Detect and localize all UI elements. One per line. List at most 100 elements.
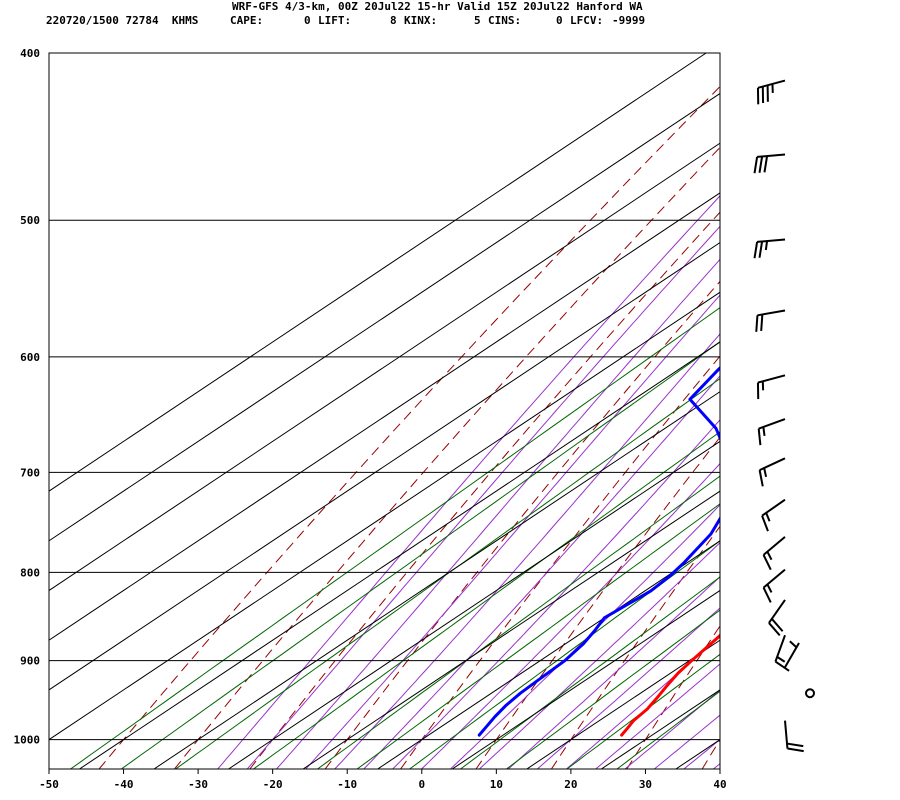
moist-adiabat bbox=[712, 763, 720, 769]
wind-barb bbox=[756, 374, 786, 400]
isotherm bbox=[153, 391, 720, 769]
temperature-tick-label: -40 bbox=[114, 778, 134, 791]
wind-barb bbox=[757, 418, 786, 446]
sounding-header: WRF-GFS 4/3-km, 00Z 20Jul22 15-hr Valid … bbox=[0, 0, 900, 40]
mixing-ratio-line bbox=[506, 609, 720, 769]
barb-flag bbox=[763, 155, 769, 173]
barb-flag bbox=[786, 742, 804, 748]
barb-half-flag bbox=[766, 583, 773, 593]
isotherm bbox=[49, 192, 720, 641]
isotherm bbox=[526, 639, 720, 769]
isotherms bbox=[49, 53, 720, 769]
wind-barb bbox=[761, 498, 786, 532]
isotherm bbox=[377, 540, 720, 769]
wind-barb bbox=[753, 238, 786, 259]
barb-flag bbox=[761, 515, 769, 532]
mixing-ratio-line bbox=[253, 431, 720, 769]
mixing-ratio-line bbox=[175, 377, 720, 769]
dry-adiabat bbox=[626, 625, 720, 769]
barb-flag bbox=[755, 315, 759, 332]
barb-flag bbox=[758, 469, 764, 487]
isotherm bbox=[49, 92, 720, 542]
mixing-ratio-line bbox=[409, 540, 720, 769]
dry-adiabat bbox=[550, 525, 720, 769]
index-lfcv-label: LFCV: bbox=[570, 14, 604, 27]
wind-barb bbox=[805, 688, 815, 699]
isotherm bbox=[49, 291, 720, 741]
moist-adiabat bbox=[246, 225, 720, 769]
dry-adiabat bbox=[475, 436, 720, 769]
dewpoint-profile bbox=[477, 365, 720, 737]
pressure-tick-label: 600 bbox=[20, 351, 40, 364]
temperature-tick-label: 0 bbox=[418, 778, 425, 791]
mixing-ratio-line bbox=[70, 307, 720, 769]
temperature-tick-labels: -50 -40 -30 -20 -10 0 10 20 30 40 bbox=[39, 769, 727, 791]
moist-adiabat bbox=[420, 462, 720, 769]
barb-flag bbox=[787, 747, 804, 753]
moist-adiabat bbox=[363, 375, 720, 769]
index-lift-value: 8 bbox=[390, 14, 397, 27]
dry-adiabat bbox=[701, 738, 720, 769]
moist-adiabat bbox=[507, 576, 720, 769]
isotherm bbox=[49, 53, 707, 492]
index-lift-label: LIFT: bbox=[318, 14, 352, 27]
pressure-tick-labels: 400 500 600 700 800 900 1000 bbox=[14, 47, 41, 747]
temperature-tick-label: -10 bbox=[337, 778, 357, 791]
barb-flag bbox=[762, 587, 772, 603]
barb-half-flag bbox=[776, 656, 786, 663]
moist-adiabat bbox=[275, 258, 720, 769]
temperature-tick-label: -50 bbox=[39, 778, 59, 791]
wind-barb bbox=[756, 79, 786, 105]
barb-half-flag bbox=[762, 426, 766, 437]
mixing-ratio-line bbox=[566, 653, 720, 769]
dry-adiabat bbox=[324, 280, 720, 769]
index-cape-value: 0 bbox=[304, 14, 311, 27]
temperature-tick-label: 20 bbox=[564, 778, 577, 791]
mixing-ratio-line bbox=[121, 341, 720, 769]
dry-adiabat bbox=[98, 85, 720, 769]
index-kinx-value: 5 bbox=[474, 14, 481, 27]
moist-adiabat bbox=[334, 333, 720, 769]
wind-barb bbox=[758, 457, 786, 487]
barb-flag bbox=[768, 622, 781, 637]
isotherm bbox=[601, 689, 720, 769]
index-cape-label: CAPE: bbox=[230, 14, 264, 27]
plot-frame bbox=[48, 52, 721, 770]
wind-barb bbox=[762, 536, 786, 571]
moist-adiabat bbox=[536, 607, 720, 769]
index-kinx-label: KINX: bbox=[404, 14, 438, 27]
station-info: 220720/1500 72784 KHMS bbox=[46, 14, 199, 27]
wind-barb bbox=[753, 153, 786, 174]
dry-adiabat bbox=[853, 53, 900, 769]
wind-barb bbox=[784, 640, 800, 668]
barb-flag bbox=[757, 428, 762, 446]
barb-flag bbox=[753, 241, 759, 259]
temperature-tick-label: 30 bbox=[639, 778, 652, 791]
barb-half-flag bbox=[765, 512, 771, 522]
wind-barb bbox=[768, 599, 786, 637]
temperature-tick-label: -20 bbox=[263, 778, 283, 791]
barb-half-flag bbox=[789, 640, 798, 649]
temperature-tick-label: -30 bbox=[188, 778, 208, 791]
temperature-profile bbox=[620, 633, 720, 737]
moist-adiabat bbox=[449, 504, 720, 769]
moist-adiabat bbox=[683, 738, 720, 769]
dry-adiabats bbox=[98, 53, 900, 769]
mixing-ratio-line bbox=[460, 576, 720, 769]
profiles bbox=[477, 365, 720, 737]
mixing-ratio-lines bbox=[70, 307, 720, 769]
isobars bbox=[49, 52, 720, 741]
wind-barb bbox=[784, 720, 804, 753]
pressure-tick-label: 500 bbox=[20, 214, 40, 227]
pressure-tick-label: 1000 bbox=[14, 734, 41, 747]
calm-circle bbox=[805, 688, 815, 699]
barb-flag bbox=[758, 156, 764, 173]
moist-adiabat bbox=[624, 689, 720, 769]
pressure-tick-label: 800 bbox=[20, 566, 40, 579]
sounding-title: WRF-GFS 4/3-km, 00Z 20Jul22 15-hr Valid … bbox=[232, 0, 643, 13]
index-cins-label: CINS: bbox=[488, 14, 522, 27]
moist-adiabat bbox=[478, 542, 720, 769]
moist-adiabat bbox=[392, 419, 720, 769]
moist-adiabats bbox=[217, 195, 720, 769]
